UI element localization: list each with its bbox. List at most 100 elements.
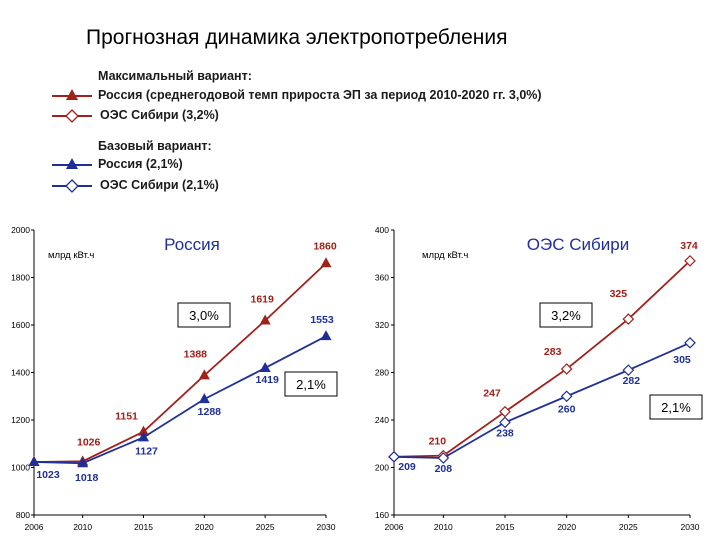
data-point-triangle — [77, 457, 89, 468]
data-point-diamond — [622, 313, 635, 325]
data-label: 1419 — [255, 374, 279, 386]
series-line — [393, 341, 691, 459]
x-tick-label: 2025 — [256, 522, 275, 532]
growth-rate-label: 3,0% — [189, 308, 219, 323]
y-tick-label: 1400 — [11, 368, 30, 378]
y-tick-label: 320 — [375, 320, 389, 330]
y-tick-label: 1200 — [11, 415, 30, 425]
y-tick-label: 1800 — [11, 273, 30, 283]
y-tick-label: 2000 — [11, 225, 30, 235]
data-label: 282 — [623, 375, 641, 387]
x-tick-label: 2010 — [73, 522, 92, 532]
x-tick-label: 2015 — [134, 522, 153, 532]
data-point-diamond — [388, 450, 400, 463]
y-tick-label: 800 — [16, 510, 30, 520]
legend-max-oes-label: ОЭС Сибири (3,2%) — [100, 108, 219, 122]
x-tick-label: 2020 — [557, 522, 576, 532]
data-label: 1023 — [36, 469, 60, 481]
y-tick-label: 1000 — [11, 463, 30, 473]
legend-max-heading: Максимальный вариант: — [98, 69, 252, 83]
growth-rate-label: 3,2% — [551, 308, 581, 323]
data-label: 1619 — [250, 293, 274, 305]
data-label: 1026 — [77, 436, 101, 448]
chart-russia: 800 1000 1200 1400 1600 1800 2000 2006 2010 2015 2… — [11, 225, 338, 532]
data-label: 1860 — [313, 240, 337, 252]
growth-rate-box — [539, 302, 593, 328]
series-line — [33, 335, 327, 465]
data-point-triangle — [320, 257, 332, 268]
y-axis-unit-label: млрд кВт.ч — [48, 250, 94, 261]
data-label: 209 — [398, 461, 416, 473]
growth-rate-box — [649, 394, 703, 420]
legend-max-russia-label: Россия (среднегодовой темп прироста ЭП з… — [98, 88, 542, 102]
data-point-triangle — [138, 431, 149, 442]
data-label: 238 — [496, 427, 514, 439]
legend-base-russia-label: Россия (2,1%) — [98, 157, 183, 171]
data-label: 1288 — [198, 406, 222, 418]
y-tick-label: 200 — [375, 463, 389, 473]
data-label: 1553 — [310, 314, 334, 326]
x-tick-label: 2010 — [434, 522, 453, 532]
series-max: 1026 1151 1388 1619 1860 — [28, 240, 337, 467]
y-tick-label: 240 — [375, 415, 389, 425]
data-label: 374 — [680, 240, 698, 252]
data-point-diamond — [622, 364, 635, 376]
series-max: 210 247 283 325 374 — [388, 240, 698, 463]
data-point-diamond — [560, 390, 573, 403]
data-point-triangle — [138, 425, 149, 436]
series-line — [33, 262, 327, 463]
page-title: Прогнозная динамика электропотребления — [86, 26, 508, 49]
growth-rate-box — [177, 302, 231, 328]
growth-rate-label: 2,1% — [661, 400, 691, 415]
chart-oes: 160 200 240 280 320 360 400 2006 2010 2015 2020 202… — [375, 225, 703, 532]
x-tick-label: 2030 — [317, 522, 336, 532]
legend-max-oes-marker — [52, 109, 92, 123]
y-tick-label: 360 — [375, 273, 389, 283]
data-point-diamond — [560, 363, 573, 375]
data-point-diamond — [684, 255, 696, 267]
growth-rate-box — [284, 371, 338, 397]
chart-title: ОЭС Сибири — [527, 235, 629, 254]
data-label: 260 — [558, 403, 576, 415]
legend-base-russia-marker — [52, 158, 92, 169]
y-tick-label: 160 — [375, 510, 389, 520]
data-label: 325 — [610, 288, 628, 300]
x-tick-label: 2020 — [195, 522, 214, 532]
legend-max-russia-marker — [52, 89, 92, 100]
data-point-triangle — [320, 330, 332, 341]
data-label: 247 — [483, 388, 501, 400]
data-label: 1388 — [184, 348, 208, 360]
data-point-triangle — [198, 393, 210, 404]
data-label: 305 — [673, 354, 691, 366]
data-label: 1127 — [135, 445, 158, 457]
data-point-diamond — [684, 336, 696, 349]
data-label: 208 — [435, 463, 453, 475]
data-point-triangle — [259, 314, 271, 325]
series-line — [393, 260, 691, 458]
x-tick-label: 2015 — [496, 522, 515, 532]
data-label: 210 — [429, 436, 447, 448]
data-label: 283 — [544, 346, 562, 358]
data-point-triangle — [28, 456, 40, 467]
data-point-triangle — [198, 369, 210, 380]
data-point-triangle — [259, 361, 271, 372]
data-label: 1151 — [115, 411, 138, 423]
y-tick-label: 280 — [375, 368, 389, 378]
x-tick-label: 2030 — [681, 522, 700, 532]
legend-base-oes-marker — [52, 179, 92, 193]
y-tick-label: 1600 — [11, 320, 30, 330]
x-tick-label: 2025 — [619, 522, 638, 532]
x-tick-label: 2006 — [25, 522, 44, 532]
series-base: 1023 1018 1127 1288 1419 1553 — [28, 314, 334, 484]
data-label: 1018 — [75, 472, 99, 484]
legend-base-heading: Базовый вариант: — [98, 139, 212, 153]
x-tick-label: 2006 — [385, 522, 404, 532]
y-axis-unit-label: млрд кВт.ч — [422, 250, 468, 261]
data-point-diamond — [437, 452, 450, 464]
chart-title: Россия — [164, 235, 220, 254]
data-point-diamond — [499, 416, 511, 429]
y-tick-label: 400 — [375, 225, 389, 235]
growth-rate-label: 2,1% — [296, 377, 326, 392]
legend-icons — [52, 89, 92, 193]
